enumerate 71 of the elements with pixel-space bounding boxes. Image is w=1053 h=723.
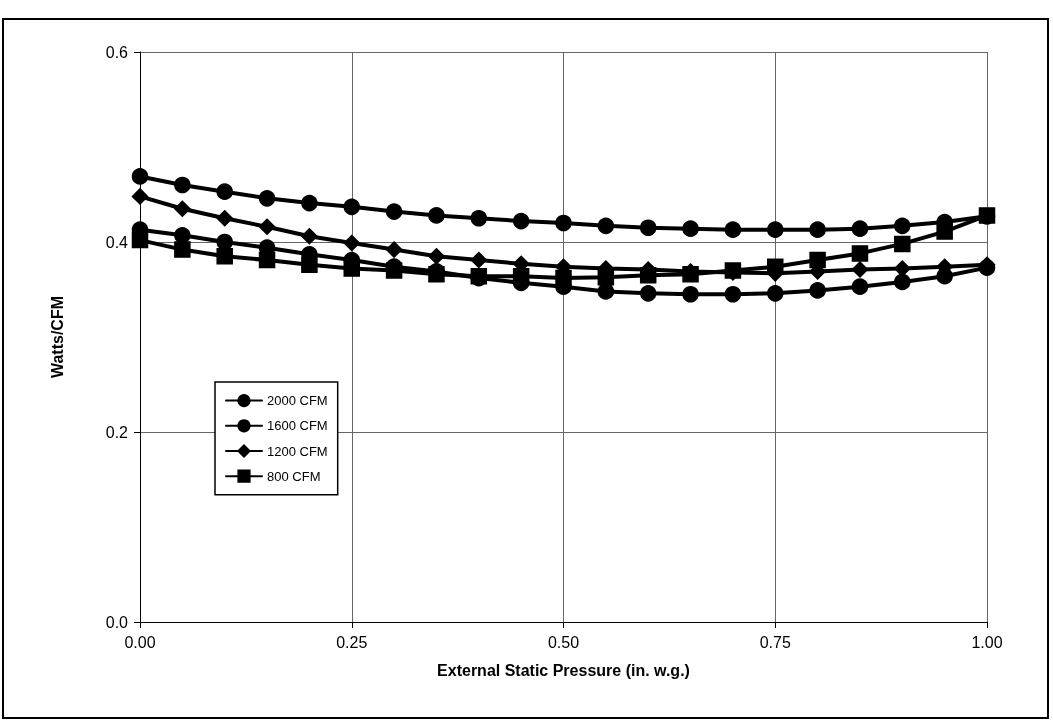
point [597, 268, 615, 286]
point [216, 183, 233, 200]
point [174, 241, 191, 258]
point [724, 221, 742, 238]
point [470, 210, 488, 227]
y-tick-label: 0.6 [105, 43, 129, 61]
point [258, 251, 276, 269]
legend-label: 2000 CFM [267, 393, 328, 409]
point [385, 241, 403, 258]
point [894, 235, 911, 253]
x-tick-label: 0.00 [124, 633, 156, 651]
point [639, 219, 657, 236]
point [809, 251, 826, 269]
point [301, 194, 318, 212]
y-tick-label: 0.2 [105, 423, 129, 441]
point [851, 261, 869, 278]
x-axis-title: External Static Pressure (in. w.g.) [437, 661, 690, 679]
point [512, 212, 530, 230]
point [174, 176, 191, 194]
x-tick-label: 1.00 [971, 633, 1003, 651]
x-tick-label: 0.75 [759, 633, 791, 651]
point [682, 266, 699, 283]
point [809, 221, 826, 238]
point [131, 188, 149, 205]
point [470, 251, 488, 269]
point [216, 248, 233, 265]
point [385, 203, 403, 220]
x-tick-label: 0.25 [336, 633, 368, 651]
point [724, 286, 742, 303]
point [174, 227, 191, 244]
point [428, 207, 445, 224]
point [555, 269, 572, 287]
point [301, 256, 318, 274]
x-tick-label: 0.50 [547, 633, 580, 651]
point [597, 217, 615, 235]
point [894, 260, 911, 277]
point [767, 221, 784, 238]
point [131, 168, 149, 185]
point [936, 223, 953, 240]
legend-label: 1200 CFM [267, 443, 328, 459]
point [174, 200, 191, 217]
point [555, 214, 572, 232]
point [512, 267, 530, 285]
legend-label: 800 CFM [267, 468, 321, 484]
point [343, 260, 360, 277]
point [131, 231, 149, 249]
point [851, 220, 869, 237]
point [767, 258, 784, 275]
point [894, 217, 911, 235]
point [809, 282, 826, 299]
point [639, 267, 657, 284]
point [343, 234, 360, 252]
point [894, 273, 911, 291]
point [301, 228, 318, 245]
point [258, 218, 276, 236]
point [851, 278, 869, 295]
y-axis-title: Watts/CFM [48, 295, 66, 379]
point [682, 286, 699, 303]
point [216, 210, 233, 227]
y-tick-label: 0.4 [105, 233, 129, 251]
point [343, 198, 360, 216]
y-tick-label: 0.0 [105, 613, 129, 631]
point [639, 285, 657, 302]
point [597, 283, 615, 300]
point [428, 248, 445, 265]
legend-label: 1600 CFM [267, 418, 328, 434]
point [767, 285, 784, 302]
point [682, 220, 699, 237]
point [258, 190, 276, 207]
point [851, 245, 869, 262]
point [385, 262, 403, 279]
